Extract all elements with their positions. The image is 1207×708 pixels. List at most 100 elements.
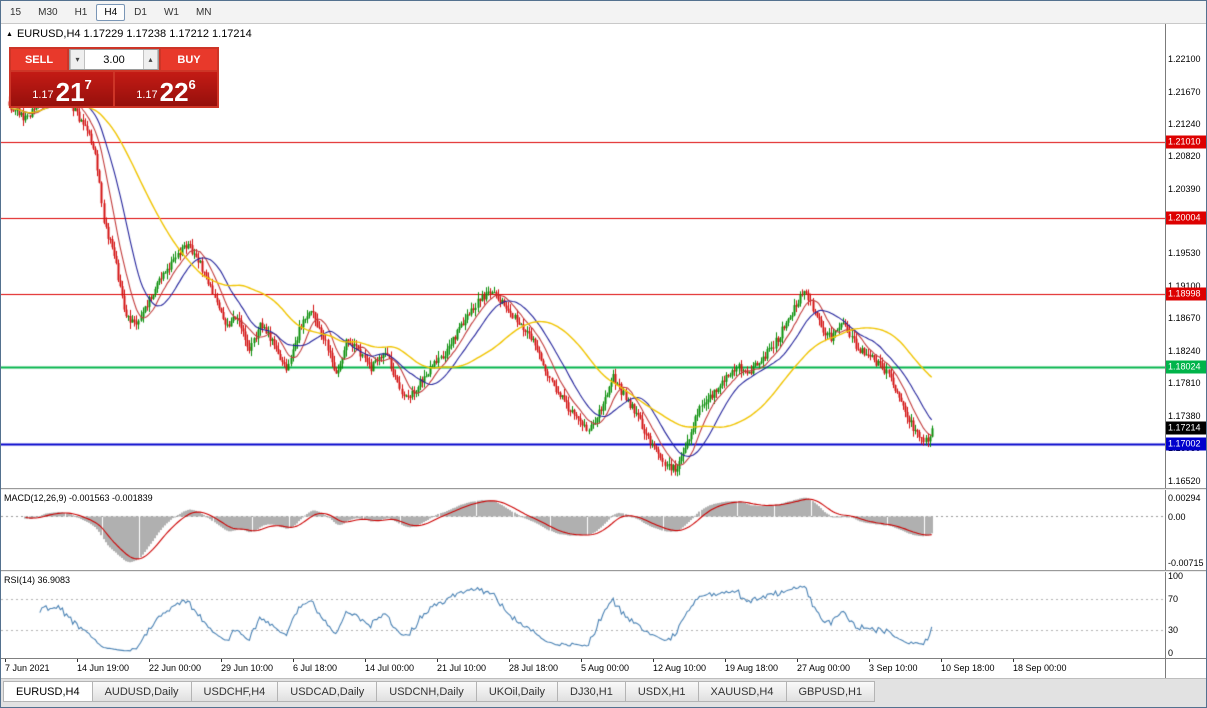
timeframe-button-d1[interactable]: D1 bbox=[134, 6, 147, 18]
time-label: 6 Jul 18:00 bbox=[293, 663, 338, 673]
chart-tab-usdx-h1[interactable]: USDX,H1 bbox=[625, 681, 699, 702]
buy-button[interactable]: BUY bbox=[161, 49, 217, 70]
timeframe-button-15[interactable]: 15 bbox=[10, 6, 22, 18]
time-tick bbox=[1013, 659, 1014, 662]
macd-chart-area: MACD(12,26,9) -0.001563 -0.001839 bbox=[1, 490, 1165, 570]
chart-title-text: EURUSD,H4 1.17229 1.17238 1.17212 1.1721… bbox=[16, 28, 252, 40]
chart-tab-dj30-h1[interactable]: DJ30,H1 bbox=[558, 681, 626, 702]
price-line-tag: 1.18024 bbox=[1166, 360, 1206, 374]
price-line-tag: 1.17002 bbox=[1166, 437, 1206, 451]
time-label: 22 Jun 00:00 bbox=[149, 663, 202, 673]
macd-axis-label: 0.00 bbox=[1168, 511, 1186, 522]
rsi-axis-label: 0 bbox=[1168, 648, 1174, 658]
time-label: 5 Aug 00:00 bbox=[581, 663, 630, 673]
time-label: 27 Aug 00:00 bbox=[797, 663, 851, 673]
sell-price-display[interactable]: 1.17 21 7 bbox=[11, 72, 113, 106]
macd-label: MACD(12,26,9) -0.001563 -0.001839 bbox=[4, 493, 153, 503]
time-label: 29 Jun 10:00 bbox=[221, 663, 274, 673]
timeframe-button-w1[interactable]: W1 bbox=[163, 6, 179, 18]
price-axis-label: 1.21670 bbox=[1168, 86, 1201, 97]
chart-tab-usdcnh-daily[interactable]: USDCNH,Daily bbox=[377, 681, 477, 702]
buy-price-prefix: 1.17 bbox=[136, 89, 158, 101]
time-tick bbox=[725, 659, 726, 662]
volume-increase-button[interactable]: ▴ bbox=[143, 50, 158, 69]
time-label: 10 Sep 18:00 bbox=[941, 663, 995, 673]
price-axis-label: 1.19530 bbox=[1168, 248, 1201, 259]
chart-tab-eurusd-h4[interactable]: EURUSD,H4 bbox=[3, 681, 93, 702]
timeframe-button-mn[interactable]: MN bbox=[195, 6, 212, 18]
volume-decrease-button[interactable]: ▾ bbox=[70, 50, 85, 69]
main-chart-panel: ▲ EURUSD,H4 1.17229 1.17238 1.17212 1.17… bbox=[1, 24, 1206, 488]
time-tick bbox=[653, 659, 654, 662]
time-tick bbox=[869, 659, 870, 662]
sell-price-big: 21 bbox=[55, 77, 85, 107]
sell-button[interactable]: SELL bbox=[11, 49, 67, 70]
time-tick bbox=[5, 659, 6, 662]
rsi-axis-label: 30 bbox=[1168, 624, 1179, 635]
price-line-tag: 1.18998 bbox=[1166, 287, 1206, 301]
time-label: 14 Jul 00:00 bbox=[365, 663, 415, 673]
timeframe-button-h4[interactable]: H4 bbox=[96, 3, 126, 21]
time-axis[interactable]: 7 Jun 2021 14 Jun 19:00 22 Jun 00:00 29 Jun… bbox=[1, 658, 1206, 678]
macd-axis-label: -0.00715 bbox=[1168, 558, 1204, 568]
price-axis-label: 1.18240 bbox=[1168, 345, 1201, 356]
chart-tab-usdcad-daily[interactable]: USDCAD,Daily bbox=[278, 681, 378, 702]
price-axis-label: 1.20820 bbox=[1168, 151, 1201, 162]
price-line-tag: 1.21010 bbox=[1166, 135, 1206, 149]
buy-price-sup: 6 bbox=[188, 77, 196, 92]
chart-marker-icon: ▲ bbox=[6, 30, 13, 38]
time-tick bbox=[941, 659, 942, 662]
chart-tab-xauusd-h4[interactable]: XAUUSD,H4 bbox=[698, 681, 787, 702]
time-label: 3 Sep 10:00 bbox=[869, 663, 918, 673]
time-label: 28 Jul 18:00 bbox=[509, 663, 559, 673]
panel-splitter[interactable] bbox=[1, 488, 1206, 490]
time-tick bbox=[149, 659, 150, 662]
price-line-tag: 1.20004 bbox=[1166, 211, 1206, 225]
time-tick bbox=[797, 659, 798, 662]
volume-control: ▾ ▴ bbox=[69, 49, 159, 70]
chart-tab-bar: EURUSD,H4 AUDUSD,Daily USDCHF,H4 USDCAD,Dai… bbox=[1, 678, 1206, 707]
macd-canvas[interactable] bbox=[1, 490, 1165, 570]
time-tick bbox=[221, 659, 222, 662]
chart-tab-audusd-daily[interactable]: AUDUSD,Daily bbox=[92, 681, 192, 702]
rsi-panel: RSI(14) 36.9083 100 70 30 0 bbox=[1, 571, 1206, 658]
price-axis-label: 1.16520 bbox=[1168, 475, 1201, 486]
time-label: 7 Jun 2021 bbox=[5, 663, 50, 673]
price-axis-label: 1.18670 bbox=[1168, 313, 1201, 324]
time-tick bbox=[509, 659, 510, 662]
sell-price-sup: 7 bbox=[84, 77, 92, 92]
price-axis-label: 1.20390 bbox=[1168, 183, 1201, 194]
timeframe-button-h1[interactable]: H1 bbox=[74, 6, 88, 18]
sell-price-prefix: 1.17 bbox=[32, 89, 54, 101]
chart-title: ▲ EURUSD,H4 1.17229 1.17238 1.17212 1.17… bbox=[6, 28, 252, 40]
current-price-tag: 1.17214 bbox=[1166, 421, 1206, 435]
time-label: 21 Jul 10:00 bbox=[437, 663, 487, 673]
time-tick bbox=[293, 659, 294, 662]
chart-tab-usdchf-h4[interactable]: USDCHF,H4 bbox=[191, 681, 279, 702]
rsi-label: RSI(14) 36.9083 bbox=[4, 575, 71, 585]
price-axis[interactable]: 1.221001.216701.212401.208201.203901.199… bbox=[1165, 24, 1206, 488]
time-tick bbox=[365, 659, 366, 662]
price-chart-area: ▲ EURUSD,H4 1.17229 1.17238 1.17212 1.17… bbox=[1, 24, 1165, 488]
rsi-axis[interactable]: 100 70 30 0 bbox=[1165, 571, 1206, 658]
panel-splitter[interactable] bbox=[1, 570, 1206, 572]
time-label: 14 Jun 19:00 bbox=[77, 663, 130, 673]
price-axis-label: 1.19100 bbox=[1168, 280, 1201, 291]
timeframe-button-m30[interactable]: M30 bbox=[38, 6, 58, 18]
rsi-axis-label: 100 bbox=[1168, 571, 1184, 581]
rsi-axis-label: 70 bbox=[1168, 594, 1179, 605]
chart-tab-ukoil-daily[interactable]: UKOil,Daily bbox=[476, 681, 559, 702]
chart-tab-gbpusd-h1[interactable]: GBPUSD,H1 bbox=[786, 681, 876, 702]
time-tick bbox=[437, 659, 438, 662]
price-axis-label: 1.17810 bbox=[1168, 378, 1201, 389]
time-tick bbox=[77, 659, 78, 662]
price-axis-label: 1.17380 bbox=[1168, 410, 1201, 421]
volume-input[interactable] bbox=[85, 50, 143, 69]
rsi-canvas[interactable] bbox=[1, 572, 1165, 658]
price-axis-label: 1.22100 bbox=[1168, 54, 1201, 65]
macd-axis[interactable]: 0.00294 0.00 -0.00715 bbox=[1165, 490, 1206, 570]
macd-axis-label: 0.00294 bbox=[1168, 493, 1201, 503]
buy-price-display[interactable]: 1.17 22 6 bbox=[115, 72, 217, 106]
timeframe-toolbar: 15 M30 H1 H4 D1 W1 MN bbox=[1, 1, 1206, 24]
